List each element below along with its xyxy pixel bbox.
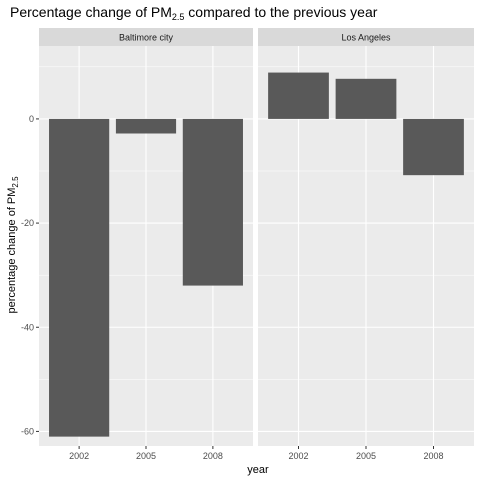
chart-title: Percentage change of PM2.5 compared to t…	[10, 4, 378, 22]
y-tick-label: -40	[21, 322, 34, 332]
bar-baltimore-city-2008	[182, 118, 243, 286]
bar-los-angeles-2008	[403, 118, 464, 176]
bar-los-angeles-2005	[335, 78, 397, 119]
facet-strip-label: Los Angeles	[341, 33, 391, 43]
y-axis-title: percentage change of PM2.5	[6, 176, 20, 314]
y-axis: -60 -40 -20 0	[21, 114, 39, 436]
bar-los-angeles-2002	[268, 72, 329, 119]
y-tick-label: 0	[29, 114, 34, 124]
x-axis-title: year	[247, 464, 269, 476]
facet-panels: Baltimore city Los Angeles	[39, 28, 474, 446]
facet-strip	[258, 28, 474, 46]
x-tick-label: 2008	[423, 451, 443, 461]
x-tick-label: 2002	[69, 451, 89, 461]
x-tick-label: 2005	[136, 451, 156, 461]
bar-baltimore-city-2005	[115, 118, 177, 134]
x-tick-label: 2005	[356, 451, 376, 461]
facet-panel: Los Angeles	[258, 28, 474, 446]
facet-strip	[39, 28, 253, 46]
bar-baltimore-city-2002	[49, 118, 110, 437]
x-tick-label: 2008	[203, 451, 223, 461]
x-tick-label: 2002	[288, 451, 308, 461]
facet-panel: Baltimore city	[39, 28, 253, 446]
x-axis: 2002 2005 2008 2002 2005 2008	[69, 446, 444, 461]
facet-strip-label: Baltimore city	[119, 33, 174, 43]
y-tick-label: -20	[21, 218, 34, 228]
y-tick-label: -60	[21, 426, 34, 436]
